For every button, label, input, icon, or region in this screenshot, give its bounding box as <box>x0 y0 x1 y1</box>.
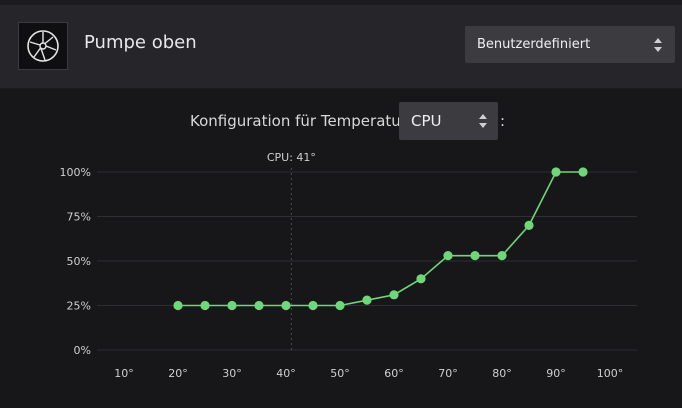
curve-point[interactable] <box>173 300 183 311</box>
mode-select[interactable]: Benutzerdefiniert <box>465 26 675 63</box>
page-title: Pumpe oben <box>84 32 197 53</box>
config-colon: : <box>500 112 506 130</box>
x-tick-label: 40° <box>276 367 296 380</box>
x-tick-label: 70° <box>438 367 458 380</box>
curve-point[interactable] <box>227 300 237 311</box>
curve-point[interactable] <box>416 274 426 284</box>
curve-point[interactable] <box>470 251 480 261</box>
temperature-config-row: Konfiguration für Temperatur CPU : <box>0 101 682 141</box>
y-tick-label: 75% <box>67 211 91 224</box>
curve-point[interactable] <box>335 300 345 311</box>
curve-point[interactable] <box>578 167 588 177</box>
fan-curve-line <box>178 171 583 307</box>
x-tick-label: 100° <box>597 367 624 380</box>
updown-chevron-icon <box>654 38 662 52</box>
curve-point[interactable] <box>308 300 318 311</box>
top-divider <box>0 0 682 5</box>
curve-point[interactable] <box>389 290 399 300</box>
sensor-select-value: CPU <box>411 112 442 130</box>
header: Pumpe oben Benutzerdefiniert <box>0 0 682 89</box>
mode-select-value: Benutzerdefiniert <box>477 37 591 52</box>
x-tick-label: 20° <box>168 367 188 380</box>
current-temp-label: CPU: 41° <box>267 151 316 164</box>
x-tick-label: 50° <box>330 367 350 380</box>
config-label: Konfiguration für Temperatur <box>190 112 407 130</box>
curve-point[interactable] <box>254 300 264 311</box>
x-tick-label: 60° <box>384 367 404 380</box>
sensor-select[interactable]: CPU <box>399 102 498 140</box>
curve-point[interactable] <box>443 251 453 261</box>
curve-point[interactable] <box>281 300 291 311</box>
y-tick-label: 25% <box>67 300 91 313</box>
fan-icon <box>18 22 68 70</box>
x-tick-label: 90° <box>546 367 566 380</box>
y-tick-label: 50% <box>67 255 91 268</box>
x-tick-label: 30° <box>222 367 242 380</box>
x-tick-label: 80° <box>492 367 512 380</box>
x-tick-label: 10° <box>114 367 134 380</box>
y-tick-label: 0% <box>74 344 91 357</box>
curve-point[interactable] <box>200 300 210 311</box>
curve-point[interactable] <box>551 167 561 177</box>
curve-point[interactable] <box>524 220 534 230</box>
y-tick-label: 100% <box>60 166 91 179</box>
curve-point[interactable] <box>362 295 372 305</box>
curve-point[interactable] <box>497 251 507 261</box>
updown-chevron-icon <box>479 114 487 128</box>
